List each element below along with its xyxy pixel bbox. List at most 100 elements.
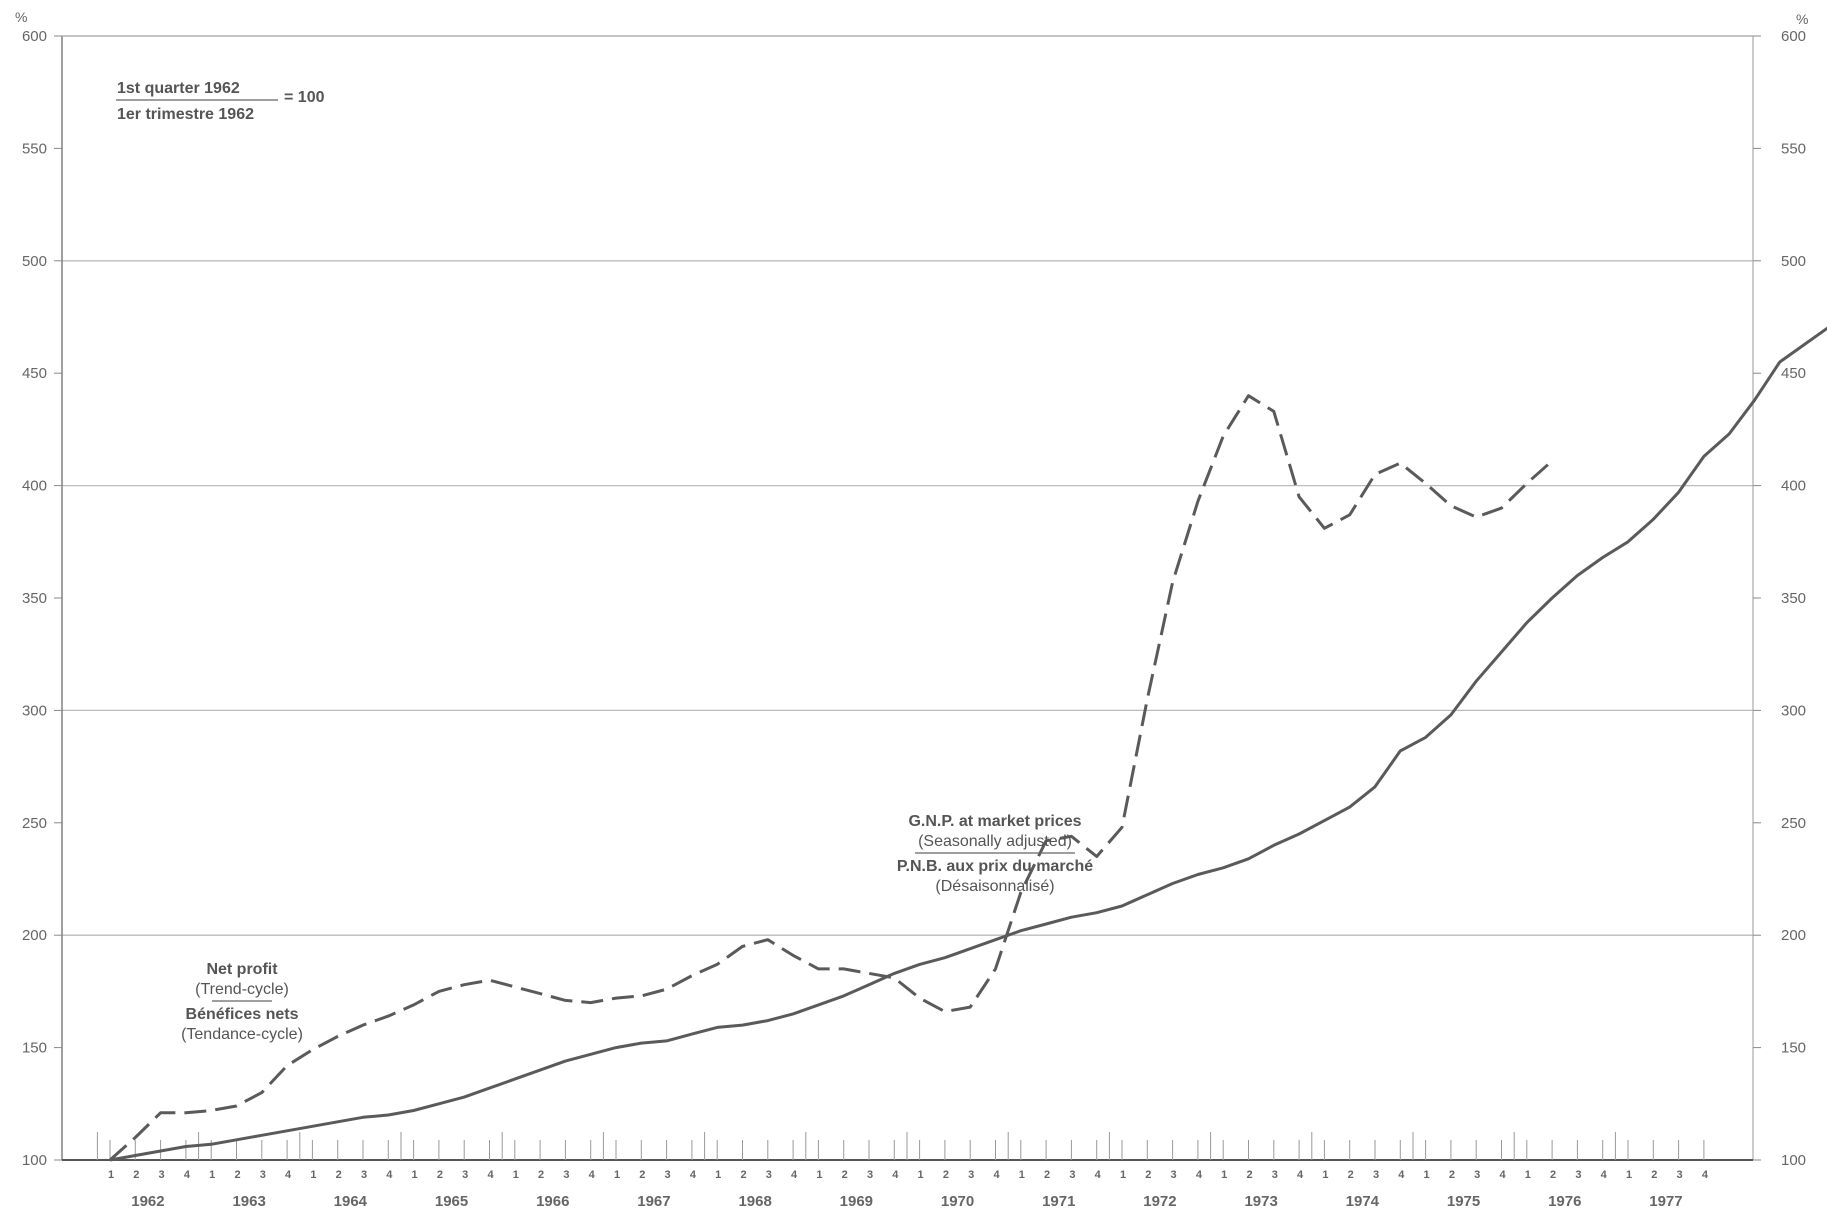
y-axis-left: 100 150 200 250 300 350 400 450 500 550 600 — [22, 28, 62, 1169]
x-quarter-label: 4 — [993, 1169, 1000, 1181]
axes — [61, 35, 1754, 1161]
x-quarter-label: 2 — [1246, 1169, 1252, 1181]
x-quarter-label: 3 — [1171, 1169, 1177, 1181]
x-quarter-label: 1 — [513, 1169, 519, 1181]
x-year-label-1969: 1969 — [840, 1193, 873, 1210]
x-quarter-label: 3 — [766, 1169, 772, 1181]
x-quarter-label: 4 — [1095, 1169, 1102, 1181]
y-tick-label-right-500: 500 — [1781, 253, 1806, 270]
y-tick-label-right-250: 250 — [1781, 815, 1806, 832]
x-quarter-label: 4 — [184, 1169, 191, 1181]
x-quarter-label: 1 — [816, 1169, 822, 1181]
x-quarter-label: 2 — [437, 1169, 443, 1181]
x-year-label-1976: 1976 — [1548, 1193, 1581, 1210]
x-quarter-label: 1 — [1019, 1169, 1025, 1181]
x-quarter-label: 1 — [209, 1169, 215, 1181]
x-quarter-label: 1 — [1525, 1169, 1531, 1181]
x-year-label-1970: 1970 — [941, 1193, 974, 1210]
gnp-label-line-2: (Seasonally adjusted) — [918, 833, 1072, 850]
y-tick-label-left-100: 100 — [22, 1152, 47, 1169]
x-quarter-label: 2 — [1044, 1169, 1050, 1181]
x-quarter-label: 3 — [361, 1169, 367, 1181]
x-quarter-label: 2 — [234, 1169, 240, 1181]
gnp-series-label: G.N.P. at market prices (Seasonally adju… — [897, 813, 1093, 895]
x-quarter-label: 4 — [1601, 1169, 1608, 1181]
net-profit-label-line-4: (Tendance-cycle) — [181, 1026, 303, 1043]
net-profit-label-line-3: Bénéfices nets — [186, 1006, 299, 1023]
x-quarter-label: 2 — [133, 1169, 139, 1181]
y-tick-label-right-350: 350 — [1781, 590, 1806, 607]
y-tick-label-left-200: 200 — [22, 927, 47, 944]
y-tick-label-right-100: 100 — [1781, 1152, 1806, 1169]
x-quarter-label: 4 — [1398, 1169, 1405, 1181]
x-quarter-label: 2 — [943, 1169, 949, 1181]
x-quarter-label: 3 — [867, 1169, 873, 1181]
x-quarter-label: 1 — [310, 1169, 316, 1181]
x-quarter-label: 3 — [563, 1169, 569, 1181]
x-quarter-label: 2 — [538, 1169, 544, 1181]
x-quarter-label: 1 — [614, 1169, 620, 1181]
x-quarter-label: 3 — [665, 1169, 671, 1181]
x-year-label-1966: 1966 — [536, 1193, 569, 1210]
x-quarter-label: 3 — [260, 1169, 266, 1181]
x-quarter-label: 4 — [1196, 1169, 1203, 1181]
x-year-label-1972: 1972 — [1143, 1193, 1176, 1210]
x-quarter-label: 2 — [842, 1169, 848, 1181]
x-quarter-label: 3 — [1272, 1169, 1278, 1181]
y-tick-label-right-150: 150 — [1781, 1040, 1806, 1057]
x-quarter-label: 3 — [1373, 1169, 1379, 1181]
x-year-label-1977: 1977 — [1649, 1193, 1682, 1210]
x-quarter-label: 3 — [1575, 1169, 1581, 1181]
x-quarter-label: 2 — [1651, 1169, 1657, 1181]
y-tick-label-left-450: 450 — [22, 365, 47, 382]
x-quarter-label: 4 — [487, 1169, 494, 1181]
y-unit-left: % — [15, 9, 27, 25]
grid-lines — [62, 35, 1753, 936]
x-quarter-label: 2 — [1145, 1169, 1151, 1181]
y-tick-label-left-500: 500 — [22, 253, 47, 270]
x-quarter-label: 3 — [159, 1169, 165, 1181]
y-tick-label-left-400: 400 — [22, 478, 47, 495]
x-quarter-label: 2 — [1550, 1169, 1556, 1181]
x-year-label-1975: 1975 — [1447, 1193, 1480, 1210]
x-quarter-label: 1 — [108, 1169, 114, 1181]
y-axis-right: 100 150 200 250 300 350 400 450 500 550 600 — [1753, 28, 1806, 1169]
gnp-label-line-3: P.N.B. aux prix du marché — [897, 858, 1093, 875]
net-profit-label-line-2: (Trend-cycle) — [195, 981, 289, 998]
x-quarter-label: 4 — [386, 1169, 393, 1181]
x-quarter-label: 1 — [412, 1169, 418, 1181]
x-year-label-1968: 1968 — [738, 1193, 771, 1210]
x-year-label-1964: 1964 — [334, 1193, 368, 1210]
x-quarter-label: 4 — [1499, 1169, 1506, 1181]
y-tick-label-left-550: 550 — [22, 140, 47, 157]
y-tick-label-left-300: 300 — [22, 702, 47, 719]
x-year-label-1973: 1973 — [1244, 1193, 1277, 1210]
x-quarter-label: 2 — [336, 1169, 342, 1181]
base-note-top: 1st quarter 1962 — [117, 80, 240, 97]
y-tick-label-left-150: 150 — [22, 1040, 47, 1057]
x-quarter-label: 1 — [1120, 1169, 1126, 1181]
y-tick-label-left-350: 350 — [22, 590, 47, 607]
base-note-bottom: 1er trimestre 1962 — [117, 106, 254, 123]
x-quarter-label: 1 — [1424, 1169, 1430, 1181]
x-year-label-1971: 1971 — [1042, 1193, 1075, 1210]
y-tick-label-right-600: 600 — [1781, 28, 1806, 45]
x-quarter-label: 3 — [1677, 1169, 1683, 1181]
y-tick-label-right-550: 550 — [1781, 140, 1806, 157]
y-tick-label-right-450: 450 — [1781, 365, 1806, 382]
x-quarter-label: 4 — [589, 1169, 596, 1181]
x-quarter-label: 1 — [1221, 1169, 1227, 1181]
x-quarter-label: 3 — [968, 1169, 974, 1181]
x-quarter-label: 4 — [1702, 1169, 1709, 1181]
x-year-label-1974: 1974 — [1346, 1193, 1380, 1210]
net-profit-series-label: Net profit (Trend-cycle) Bénéfices nets … — [181, 961, 303, 1043]
base-note: 1st quarter 1962 1er trimestre 1962 = 10… — [116, 80, 325, 123]
x-quarter-label: 1 — [918, 1169, 924, 1181]
x-quarter-label: 2 — [740, 1169, 746, 1181]
base-note-value: = 100 — [284, 89, 325, 106]
x-quarter-label: 1 — [1626, 1169, 1632, 1181]
x-quarter-label: 3 — [462, 1169, 468, 1181]
x-quarter-label: 4 — [285, 1169, 292, 1181]
y-tick-label-right-400: 400 — [1781, 478, 1806, 495]
